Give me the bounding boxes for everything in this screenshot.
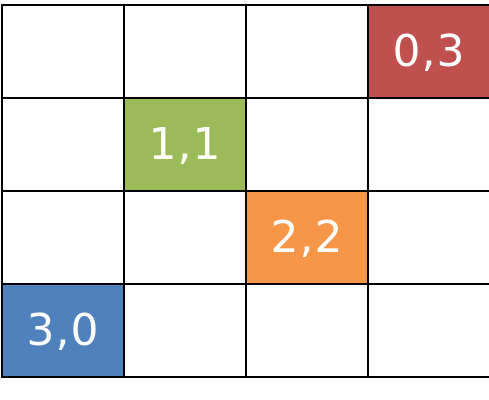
grid-cell-2-3 xyxy=(369,192,489,285)
grid-cell-2-0 xyxy=(3,192,125,285)
grid-cell-2-2: 2,2 xyxy=(247,192,369,285)
grid-cell-0-2 xyxy=(247,6,369,99)
grid-cell-3-3 xyxy=(369,285,489,378)
grid-cell-3-2 xyxy=(247,285,369,378)
grid-cell-0-3: 0,3 xyxy=(369,6,489,99)
grid-diagram: 0,3 1,1 2,2 3,0 xyxy=(1,4,489,378)
grid-cell-1-2 xyxy=(247,99,369,192)
grid-cell-1-3 xyxy=(369,99,489,192)
grid-cell-0-0 xyxy=(3,6,125,99)
grid-cell-0-1 xyxy=(125,6,247,99)
grid-cell-1-1: 1,1 xyxy=(125,99,247,192)
grid-cell-3-1 xyxy=(125,285,247,378)
grid-cell-3-0: 3,0 xyxy=(3,285,125,378)
grid-cell-2-1 xyxy=(125,192,247,285)
grid-cell-1-0 xyxy=(3,99,125,192)
